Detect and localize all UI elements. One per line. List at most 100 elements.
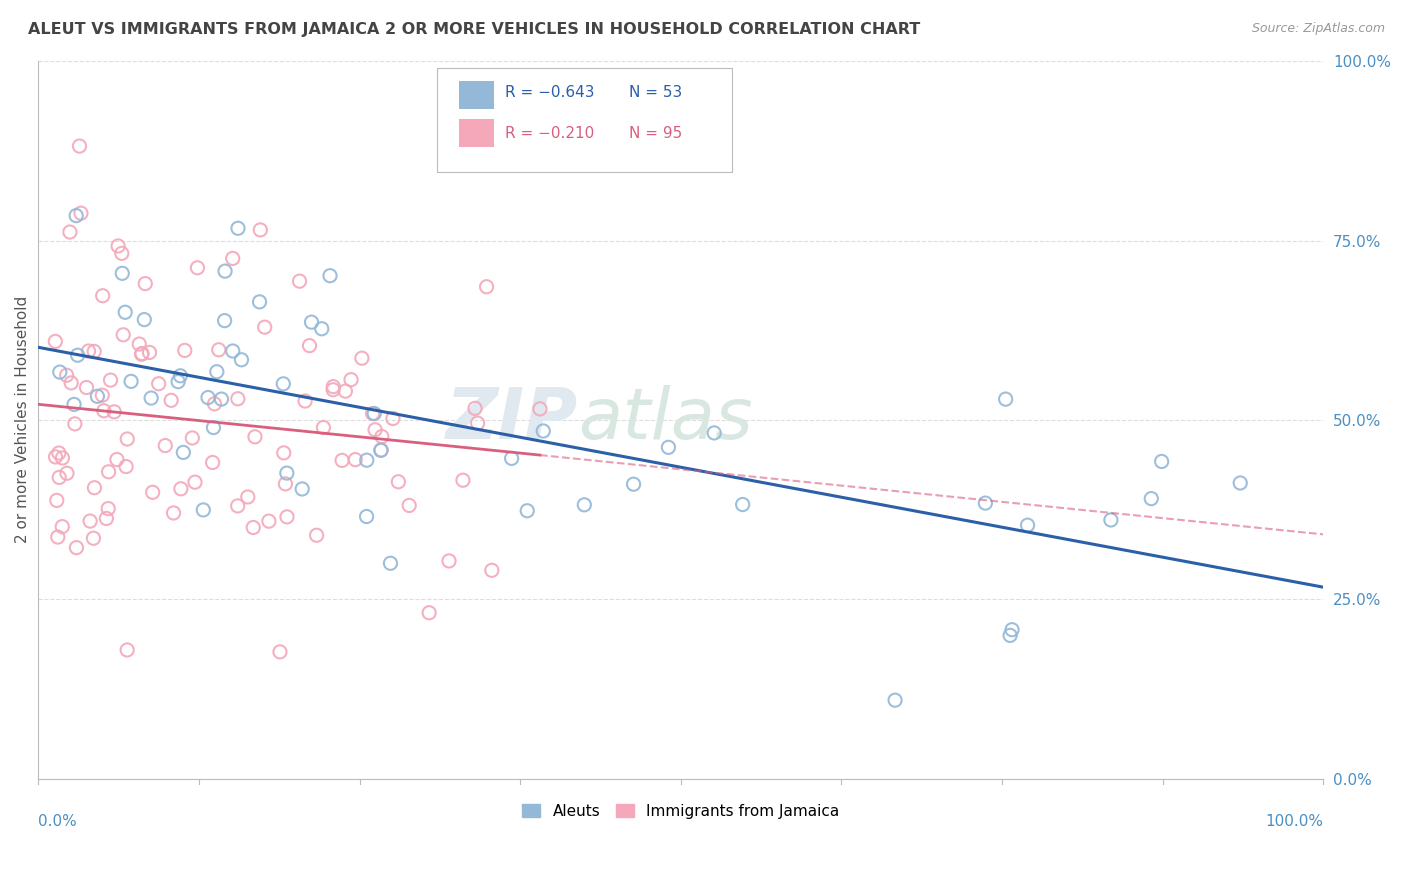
Point bbox=[211, 392, 233, 406]
Point bbox=[305, 528, 328, 542]
Point bbox=[172, 445, 194, 459]
Point bbox=[1140, 491, 1163, 506]
Point bbox=[51, 519, 73, 533]
Point bbox=[79, 514, 101, 528]
Point bbox=[173, 343, 195, 358]
Text: 100.0%: 100.0% bbox=[1265, 814, 1323, 830]
Point bbox=[731, 498, 754, 512]
Point bbox=[291, 482, 314, 496]
Point bbox=[1099, 513, 1122, 527]
Point bbox=[294, 394, 316, 409]
Point bbox=[319, 268, 342, 283]
Point bbox=[437, 554, 460, 568]
Point bbox=[364, 423, 387, 437]
Point bbox=[387, 475, 409, 489]
Point bbox=[703, 425, 725, 440]
Point bbox=[475, 279, 498, 293]
Text: atlas: atlas bbox=[578, 385, 752, 454]
Point bbox=[197, 391, 219, 405]
Point bbox=[516, 504, 538, 518]
Bar bbox=[458, 119, 495, 147]
Point bbox=[257, 514, 280, 528]
Point bbox=[86, 389, 108, 403]
Point bbox=[361, 407, 384, 421]
Point bbox=[205, 365, 228, 379]
Point bbox=[222, 344, 245, 359]
Point bbox=[148, 376, 170, 391]
Point bbox=[253, 320, 276, 334]
Point bbox=[131, 347, 153, 361]
Point bbox=[117, 432, 139, 446]
Point bbox=[531, 424, 554, 438]
Point bbox=[1229, 475, 1251, 490]
Point bbox=[222, 252, 245, 266]
Point bbox=[467, 416, 489, 430]
Point bbox=[322, 379, 344, 393]
Point bbox=[70, 206, 93, 220]
Bar bbox=[458, 80, 495, 109]
Point bbox=[657, 440, 679, 454]
Point bbox=[249, 294, 271, 309]
Text: ALEUT VS IMMIGRANTS FROM JAMAICA 2 OR MORE VEHICLES IN HOUSEHOLD CORRELATION CHA: ALEUT VS IMMIGRANTS FROM JAMAICA 2 OR MO… bbox=[28, 22, 921, 37]
Point bbox=[134, 312, 156, 326]
Point bbox=[298, 338, 321, 352]
Point bbox=[301, 315, 323, 329]
Point bbox=[501, 451, 523, 466]
Point bbox=[160, 393, 183, 408]
Point bbox=[226, 221, 249, 235]
Point bbox=[91, 289, 114, 303]
Point bbox=[100, 373, 122, 387]
Point bbox=[204, 397, 226, 411]
Point bbox=[249, 223, 271, 237]
Point bbox=[111, 246, 134, 260]
Point bbox=[370, 443, 392, 458]
Text: N = 53: N = 53 bbox=[630, 85, 683, 100]
Point bbox=[226, 499, 249, 513]
Point bbox=[623, 477, 645, 491]
Point bbox=[167, 375, 190, 389]
Point bbox=[44, 334, 66, 349]
Point bbox=[48, 470, 70, 484]
Point bbox=[994, 392, 1017, 406]
Point bbox=[169, 368, 191, 383]
Point bbox=[77, 344, 100, 359]
Point bbox=[59, 225, 82, 239]
Point bbox=[236, 490, 259, 504]
Point bbox=[574, 498, 596, 512]
Point bbox=[49, 365, 72, 379]
Point bbox=[311, 322, 333, 336]
Point bbox=[371, 429, 394, 443]
Point bbox=[330, 453, 353, 467]
Point bbox=[481, 563, 503, 577]
Point bbox=[193, 503, 215, 517]
Point bbox=[274, 476, 297, 491]
Point bbox=[356, 509, 378, 524]
Point bbox=[170, 482, 193, 496]
Point bbox=[55, 368, 77, 383]
Point bbox=[120, 375, 142, 389]
Point bbox=[107, 239, 129, 253]
Point bbox=[63, 397, 86, 411]
Y-axis label: 2 or more Vehicles in Household: 2 or more Vehicles in Household bbox=[15, 296, 30, 543]
Point bbox=[269, 645, 291, 659]
Point bbox=[105, 452, 128, 467]
Point bbox=[276, 466, 298, 480]
Point bbox=[46, 530, 69, 544]
Point bbox=[134, 277, 156, 291]
Point bbox=[186, 260, 208, 275]
Point bbox=[103, 405, 125, 419]
Point bbox=[226, 392, 249, 406]
Point bbox=[398, 499, 420, 513]
Point bbox=[66, 348, 89, 362]
Point bbox=[65, 541, 87, 555]
Point bbox=[214, 264, 236, 278]
Point bbox=[344, 452, 367, 467]
Text: ZIP: ZIP bbox=[446, 385, 578, 454]
Point bbox=[91, 388, 114, 402]
Point bbox=[97, 465, 120, 479]
Text: R = −0.643: R = −0.643 bbox=[505, 85, 595, 100]
Point bbox=[83, 344, 105, 359]
Text: Source: ZipAtlas.com: Source: ZipAtlas.com bbox=[1251, 22, 1385, 36]
FancyBboxPatch shape bbox=[437, 69, 733, 172]
Point bbox=[202, 420, 225, 434]
